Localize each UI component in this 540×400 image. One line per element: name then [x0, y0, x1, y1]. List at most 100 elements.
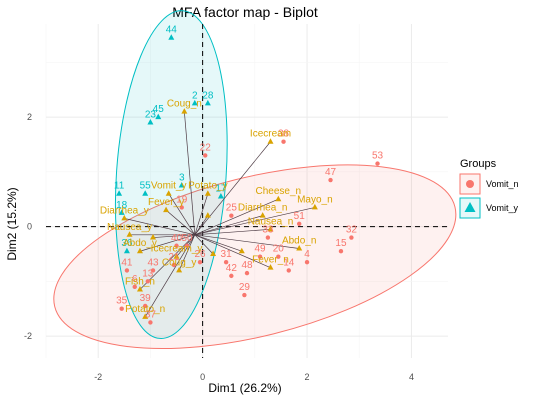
x-tick-label: 0 — [200, 372, 205, 382]
variable-arrow — [194, 234, 242, 252]
variable-label: Cheese_n — [256, 186, 302, 197]
variable-marker — [311, 203, 318, 210]
variable-arrow — [194, 141, 271, 236]
variable-marker — [210, 250, 217, 256]
point-label: 38 — [278, 129, 290, 140]
y-tick-label: 2 — [27, 112, 32, 122]
point-vomit-n — [229, 213, 234, 218]
point-vomit-y — [217, 192, 224, 199]
variable-label: Potato_n — [125, 304, 165, 315]
x-axis-title: Dim1 (26.2%) — [208, 381, 281, 395]
point-label: 55 — [140, 181, 152, 192]
point-vomit-n — [174, 243, 179, 248]
point-label: 49 — [254, 244, 266, 255]
variable-label: Diarrhea_y — [100, 205, 149, 216]
variable-arrow — [194, 234, 214, 255]
variable-label: Abdo_n — [282, 235, 316, 246]
variable-label: Coug_n — [167, 99, 202, 110]
point-label: 40 — [171, 233, 183, 244]
point-vomit-y — [204, 99, 211, 106]
variable-label: Fever_y — [148, 197, 184, 208]
point-vomit-n — [171, 262, 177, 268]
variable-marker — [296, 244, 303, 251]
point-label: 32 — [346, 225, 358, 236]
point-vomit-n — [148, 320, 153, 325]
variable-arrow — [124, 218, 195, 236]
x-tick-label: 2 — [305, 372, 310, 382]
variable-arrow — [194, 234, 300, 249]
point-vomit-n — [281, 139, 286, 144]
variable-arrow — [165, 209, 196, 236]
point-vomit-y — [191, 99, 198, 106]
point-label: 25 — [226, 203, 238, 214]
point-vomit-n — [276, 254, 281, 259]
variable-marker — [176, 266, 183, 273]
variable-arrow — [194, 234, 271, 268]
point-vomit-n — [119, 306, 124, 311]
variable-arrow — [178, 234, 196, 271]
point-label: 36 — [121, 238, 133, 249]
variable-marker — [150, 234, 157, 240]
tick-labels: -2 0 2 4 -2 0 2 — [24, 112, 414, 382]
variable-label: Nausea_n — [248, 216, 294, 227]
variable-arrow — [194, 228, 271, 236]
confidence-ellipse-vomit-n — [53, 164, 457, 349]
point-vomit-n — [124, 268, 130, 273]
variable-marker — [267, 264, 274, 270]
legend-title: Groups — [460, 158, 497, 170]
point-vomit-n — [328, 177, 333, 183]
variable-marker — [275, 195, 282, 202]
variable-marker — [163, 206, 170, 213]
point-label: 19 — [176, 194, 188, 205]
point-vomit-n — [142, 303, 148, 309]
variable-label: Fish_n — [125, 277, 155, 288]
variable-label: Vomit_y — [151, 181, 187, 192]
variable-marker — [204, 212, 211, 218]
point-vomit-y — [147, 119, 154, 125]
point-label: 6 — [132, 274, 138, 285]
point-vomit-n — [304, 259, 310, 265]
point-vomit-y — [116, 190, 123, 196]
variable-label: Diarrhea_n — [238, 203, 287, 214]
point-label: 33 — [262, 225, 274, 236]
point-vomit-n — [145, 279, 151, 284]
variable-arrow — [194, 193, 209, 235]
variable-marker — [238, 247, 245, 254]
point-label: 22 — [200, 142, 212, 153]
variable-arrow — [168, 193, 196, 235]
point-label: 13 — [142, 268, 154, 279]
point-label: 31 — [221, 249, 233, 260]
variable-label: Icecream — [250, 129, 291, 140]
point-vomit-n — [375, 161, 380, 166]
point-label: 53 — [372, 151, 384, 162]
point-label: 51 — [294, 211, 306, 222]
point-vomit-n — [132, 284, 137, 290]
point-vomit-n — [197, 259, 203, 265]
variable-marker — [126, 231, 133, 237]
legend-circle-icon — [466, 180, 474, 188]
legend: Groups Vomit_n Vomit_y — [459, 158, 519, 219]
point-vomit-n — [244, 270, 250, 276]
point-vomit-n — [242, 292, 247, 298]
point-vomit-y — [168, 34, 175, 40]
x-tick-label: -2 — [94, 372, 102, 382]
variable-arrow — [194, 207, 315, 236]
point-vomit-n — [179, 205, 184, 210]
point-label: 20 — [273, 244, 285, 255]
point-vomit-n — [184, 243, 190, 248]
variable-label: Nausea_y — [107, 222, 152, 233]
legend-item-label: Vomit_y — [486, 203, 519, 213]
variable-marker — [136, 286, 143, 292]
point-label: 42 — [226, 263, 238, 274]
point-vomit-n — [286, 268, 291, 273]
variable-arrow — [139, 234, 195, 252]
point-label: 47 — [325, 167, 337, 178]
variable-arrow — [194, 215, 263, 236]
point-label: 41 — [121, 257, 133, 268]
point-label: 15 — [335, 238, 347, 249]
point-label: 48 — [241, 260, 253, 271]
